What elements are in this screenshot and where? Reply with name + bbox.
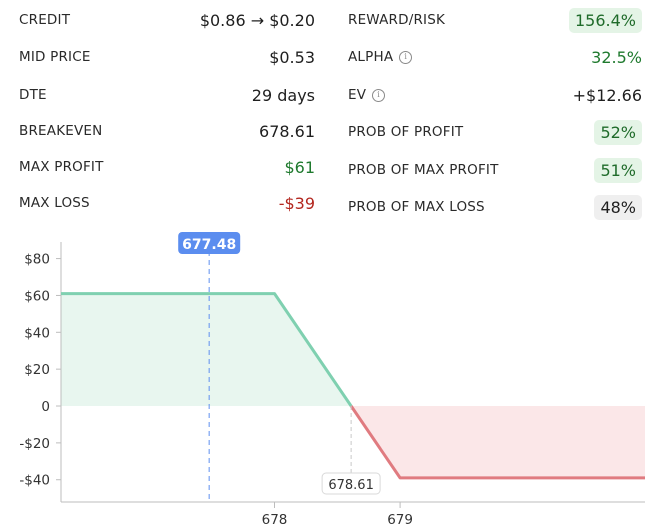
stat-row-prob-of-max-profit: PROB OF MAX PROFIT 51% [348,155,642,185]
stat-label: PROB OF MAX PROFIT [348,162,499,178]
breakeven-label: 678.61 [328,478,374,493]
current-price-label: 677.48 [182,237,236,253]
info-icon[interactable]: i [372,88,386,102]
stat-label: PROB OF MAX LOSS [348,199,485,215]
y-tick-label: -$40 [19,473,50,489]
stat-label: REWARD/RISK [348,12,445,28]
stat-label: PROB OF PROFIT [348,124,463,140]
stat-label: MAX LOSS [19,195,90,211]
stat-label-text: MAX LOSS [19,195,90,211]
stat-value: 48% [594,194,642,220]
stat-value: 52% [594,119,642,145]
stat-row-dte: DTE 29 days [19,80,315,110]
profit-area [61,293,352,407]
y-tick-label: $20 [24,362,50,378]
stat-row-mid-price: MID PRICE $0.53 [19,42,315,72]
stat-label-text: ALPHA [348,49,394,65]
stat-label-text: REWARD/RISK [348,12,446,28]
stat-label-text: PROB OF PROFIT [348,124,464,140]
payoff-chart: $80 $60 $40 $20 0 -$20 -$40 678 679 678.61 677.48 [19,232,645,527]
payoff-line-loss [349,405,645,480]
stat-row-reward-risk: REWARD/RISK 156.4% [348,5,642,35]
stat-label: MAX PROFIT [19,159,104,175]
stats-panel: CREDIT $0.86 → $0.20 MID PRICE $0.53 DTE 29 d… [0,0,659,232]
y-tick-label: $40 [24,325,50,341]
stat-value: -$39 [278,193,315,213]
current-price-badge [178,232,241,254]
stat-label-text: PROB OF MAX LOSS [348,199,485,215]
stat-value: 29 days [251,85,315,105]
stat-label-text: EV [348,87,367,103]
stat-label-text: MID PRICE [19,49,91,65]
stat-value: $61 [284,157,315,177]
x-tick-label: 678 [262,512,288,527]
stat-row-max-loss: MAX LOSS -$39 [19,188,315,218]
x-tick-label: 679 [387,512,413,527]
stat-label: BREAKEVEN [19,123,102,139]
y-tick-label: -$20 [19,436,50,452]
stat-value: 32.5% [591,47,642,67]
stat-row-prob-of-profit: PROB OF PROFIT 52% [348,117,642,147]
stat-label-text: PROB OF MAX PROFIT [348,162,499,178]
stat-row-prob-of-max-loss: PROB OF MAX LOSS 48% [348,192,642,222]
stat-row-alpha: ALPHA i 32.5% [348,42,642,72]
stat-label: EV i [348,87,386,103]
loss-area [351,406,645,478]
y-tick-label: $80 [24,252,50,268]
stat-row-ev: EV i +$12.66 [348,80,642,110]
stat-label: DTE [19,87,47,103]
info-icon[interactable]: i [399,50,413,64]
stat-value: +$12.66 [572,85,642,105]
stat-row-breakeven: BREAKEVEN 678.61 [19,116,315,146]
stat-label-text: MAX PROFIT [19,159,104,175]
stat-label: MID PRICE [19,49,91,65]
payoff-line-profit [61,292,353,407]
stat-label-text: BREAKEVEN [19,123,103,139]
stat-value: 51% [594,157,642,183]
stat-value: 156.4% [568,7,642,33]
stat-label-text: DTE [19,87,47,103]
stat-label-text: CREDIT [19,12,71,28]
stat-label: ALPHA i [348,49,413,65]
stat-label: CREDIT [19,12,70,28]
stat-row-credit: CREDIT $0.86 → $0.20 [19,5,315,35]
stat-row-max-profit: MAX PROFIT $61 [19,152,315,182]
y-tick-label: 0 [41,399,50,415]
y-tick-label: $60 [24,288,50,304]
breakeven-label-box [321,472,381,495]
stat-value: $0.53 [269,47,315,67]
stat-value: 678.61 [259,121,315,141]
stat-value: $0.86 → $0.20 [199,10,315,30]
